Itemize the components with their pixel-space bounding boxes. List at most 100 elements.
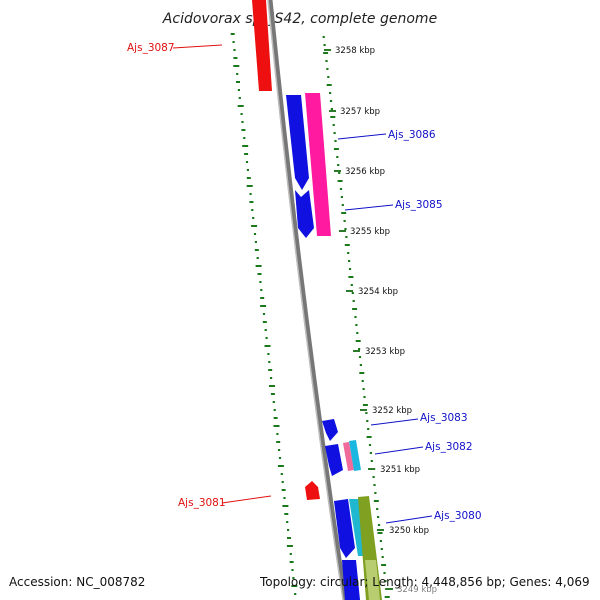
gc-dot bbox=[334, 140, 337, 142]
feature-track bbox=[252, 0, 382, 600]
gc-dot bbox=[256, 257, 259, 259]
tick-label: 3253 kbp bbox=[365, 347, 405, 357]
gc-dot bbox=[356, 332, 359, 334]
gc-dot bbox=[355, 340, 361, 342]
gc-dot bbox=[368, 444, 372, 446]
tick-3254: 3254 kbp bbox=[346, 287, 398, 297]
gc-dot bbox=[273, 417, 278, 419]
gc-dot bbox=[249, 193, 252, 195]
gc-dot bbox=[323, 52, 329, 54]
gc-dot bbox=[329, 100, 333, 102]
gc-dot bbox=[282, 505, 289, 507]
gc-dot bbox=[233, 65, 240, 67]
gc-dot bbox=[243, 137, 246, 139]
map-title: Acidovorax sp. JS42, complete genome bbox=[162, 11, 437, 27]
gc-dot bbox=[354, 316, 357, 318]
tick-3255: 3255 kbp bbox=[339, 227, 390, 237]
gc-dot bbox=[277, 465, 284, 467]
tick-3252: 3252 kbp bbox=[360, 406, 412, 416]
gc-dot bbox=[373, 500, 379, 502]
gc-dot bbox=[246, 177, 251, 179]
gc-dot bbox=[251, 225, 258, 227]
tick-label: 3250 kbp bbox=[389, 526, 429, 536]
gc-dot bbox=[289, 553, 292, 555]
gc-dot bbox=[363, 396, 366, 398]
gene-ajs-3083[interactable] bbox=[322, 419, 338, 441]
tick-label: 3257 kbp bbox=[340, 107, 380, 117]
tick-3249: 3249 kbp bbox=[386, 585, 437, 595]
genome-backbone bbox=[267, 0, 348, 600]
olive-feature-light[interactable] bbox=[365, 560, 380, 600]
gc-dot bbox=[366, 436, 372, 438]
gc-dot bbox=[245, 161, 249, 163]
gene-ajs-3081[interactable] bbox=[305, 481, 320, 500]
tick-3258: 3258 kbp bbox=[324, 46, 375, 56]
gc-dot bbox=[278, 457, 282, 459]
gc-dot bbox=[381, 564, 387, 566]
gene-blue-lower[interactable] bbox=[342, 560, 360, 600]
label-ajs-3085[interactable]: Ajs_3085 bbox=[395, 199, 443, 211]
gc-dot bbox=[287, 529, 290, 531]
gc-dot bbox=[383, 572, 386, 574]
gc-content-track bbox=[230, 33, 298, 595]
gc-dot bbox=[361, 380, 364, 382]
gc-dot bbox=[281, 481, 284, 483]
tick-label: 3254 kbp bbox=[358, 287, 398, 297]
gc-dot bbox=[255, 265, 262, 267]
gc-dot bbox=[384, 596, 390, 598]
gc-dot bbox=[348, 260, 351, 262]
gc-dot bbox=[322, 36, 325, 38]
rna-feature[interactable] bbox=[305, 93, 331, 236]
gene-ajs-3085[interactable] bbox=[295, 190, 314, 238]
gc-dot bbox=[291, 585, 298, 587]
gc-dot bbox=[260, 297, 265, 299]
gc-dot bbox=[384, 580, 387, 582]
label-ajs-3082[interactable]: Ajs_3082 bbox=[425, 441, 473, 453]
gene-ajs-3082-cyan[interactable] bbox=[349, 440, 361, 471]
gc-dot bbox=[377, 516, 380, 518]
gc-dot bbox=[352, 308, 358, 310]
gc-dot bbox=[257, 273, 262, 275]
genome-backbone-highlight bbox=[267, 0, 344, 600]
gc-dot bbox=[287, 537, 291, 539]
gc-dot bbox=[338, 172, 341, 174]
label-ajs-3087[interactable]: Ajs_3087 bbox=[127, 42, 175, 54]
gc-dot bbox=[241, 121, 244, 123]
gc-dot bbox=[244, 153, 249, 155]
gc-dot bbox=[260, 289, 263, 291]
gc-dot bbox=[254, 241, 257, 243]
gc-dot bbox=[289, 561, 294, 563]
gc-dot bbox=[352, 300, 355, 302]
gc-dot bbox=[230, 33, 235, 35]
gc-dot bbox=[332, 124, 335, 126]
label-ajs-3086[interactable]: Ajs_3086 bbox=[388, 129, 436, 141]
gc-dot bbox=[240, 113, 243, 115]
gc-dot bbox=[330, 108, 333, 110]
gc-dot bbox=[236, 73, 239, 75]
tick-3251: 3251 kbp bbox=[368, 465, 420, 475]
gene-ajs-3087[interactable] bbox=[252, 0, 272, 91]
gc-dot bbox=[249, 201, 254, 203]
gc-dot bbox=[367, 428, 370, 430]
gene-ajs-3082[interactable] bbox=[325, 444, 343, 476]
gc-dot bbox=[284, 513, 289, 515]
gc-dot bbox=[348, 276, 354, 278]
gc-dot bbox=[294, 593, 297, 595]
gc-dot bbox=[351, 292, 354, 294]
gc-dot bbox=[327, 76, 330, 78]
gc-dot bbox=[286, 521, 289, 523]
gene-ajs-3086[interactable] bbox=[286, 95, 309, 190]
tick-label: 3252 kbp bbox=[372, 406, 412, 416]
label-ajs-3080[interactable]: Ajs_3080 bbox=[434, 510, 482, 522]
label-ajs-3081[interactable]: Ajs_3081 bbox=[178, 497, 226, 509]
gc-dot bbox=[343, 220, 346, 222]
gc-dot bbox=[380, 548, 383, 550]
gc-dot bbox=[359, 364, 362, 366]
gc-dot bbox=[372, 476, 375, 478]
label-ajs-3083[interactable]: Ajs_3083 bbox=[420, 412, 468, 424]
gc-dot bbox=[270, 393, 275, 395]
gene-ajs-3080[interactable] bbox=[334, 499, 355, 558]
gene-ajs-3082-pink[interactable] bbox=[343, 442, 354, 471]
gc-dot bbox=[237, 89, 240, 91]
tick-3253: 3253 kbp bbox=[353, 347, 405, 357]
